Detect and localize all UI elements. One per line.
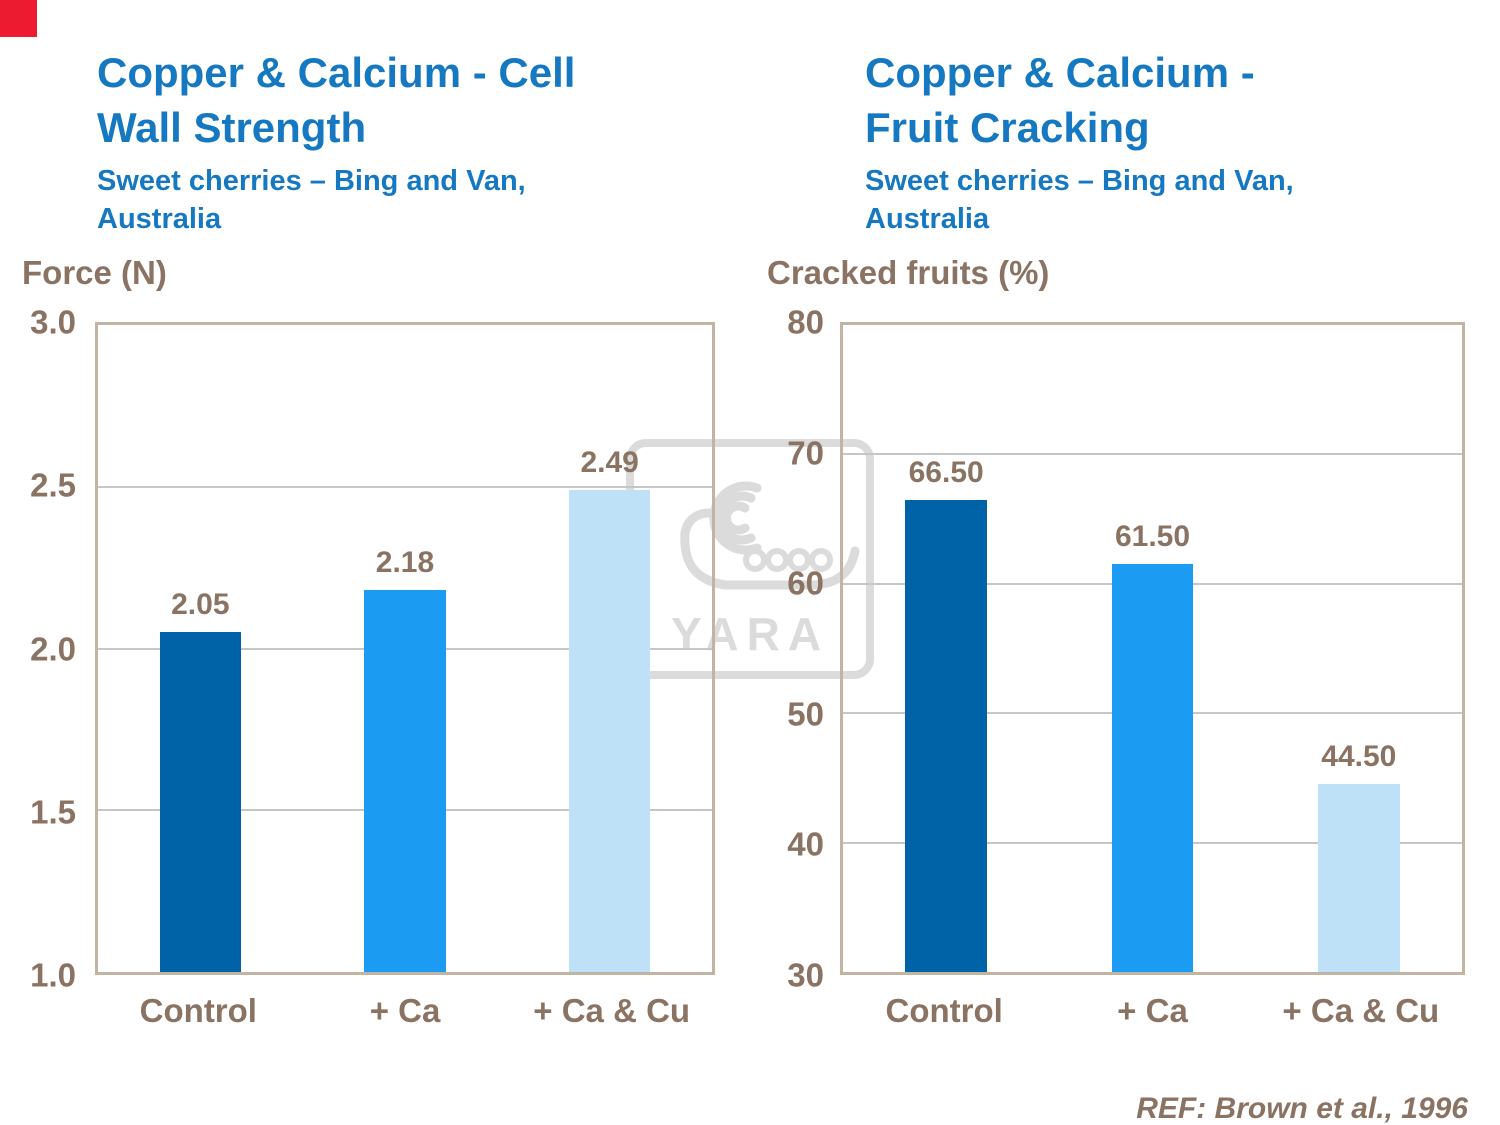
watermark-text: YARA — [671, 608, 829, 660]
viking-ship-icon — [680, 481, 860, 590]
bar-value-label: 44.50 — [1321, 740, 1397, 774]
x-axis-labels: Control + Ca + Ca & Cu — [95, 992, 715, 1030]
y-axis-ticks: 1.0 1.5 2.0 2.5 3.0 — [0, 306, 76, 992]
gridline — [843, 453, 1462, 456]
bar-value-label: 2.49 — [580, 446, 639, 479]
plot-area: 66.50 61.50 44.50 — [840, 322, 1465, 975]
y-tick-label: 1.0 — [30, 956, 76, 994]
y-tick-label: 2.0 — [30, 630, 76, 667]
chart-title-line-2: Wall Strength — [97, 103, 367, 151]
bar-ca-cu — [1317, 784, 1400, 972]
y-tick-label: 80 — [787, 303, 824, 341]
bar-ca-cu — [569, 490, 651, 972]
chart-title: Copper & Calcium - Fruit Cracking — [865, 46, 1465, 155]
y-tick-label: 50 — [787, 695, 824, 733]
y-axis-ticks: 30 40 50 60 70 80 — [736, 306, 824, 992]
bar-value-label: 2.05 — [171, 588, 230, 622]
x-tick-label: + Ca & Cu — [533, 992, 691, 1029]
y-tick-label: 30 — [787, 956, 824, 994]
y-tick-label: 3.0 — [30, 303, 76, 341]
bar-control — [159, 632, 241, 972]
gridline — [98, 485, 712, 488]
x-tick-label: + Ca & Cu — [1282, 992, 1440, 1029]
chart-subtitle-line-2: Australia — [865, 203, 990, 236]
bar-value-label: 61.50 — [1114, 520, 1191, 554]
chart-title-line-2: Fruit Cracking — [865, 103, 1150, 151]
chart-subtitle: Sweet cherries – Bing and Van, Australia — [865, 162, 1465, 239]
x-tick-label: Control — [885, 992, 1003, 1029]
chart-title: Copper & Calcium - Cell Wall Strength — [97, 46, 737, 155]
chart-subtitle-line-1: Sweet cherries – Bing and Van, — [97, 165, 526, 197]
chart-subtitle-line-1: Sweet cherries – Bing and Van, — [865, 165, 1294, 197]
y-tick-label: 60 — [787, 564, 824, 602]
chart-title-line-1: Copper & Calcium - — [865, 49, 1255, 96]
x-tick-label: Control — [139, 992, 257, 1029]
x-tick-label: + Ca — [369, 992, 441, 1029]
y-axis-title: Force (N) — [22, 254, 167, 291]
y-tick-label: 40 — [787, 825, 824, 863]
y-tick-label: 70 — [787, 434, 824, 472]
chart-subtitle-line-2: Australia — [97, 203, 222, 236]
x-axis-labels: Control + Ca + Ca & Cu — [840, 992, 1465, 1030]
y-axis-title: Cracked fruits (%) — [767, 254, 1050, 291]
bar-ca — [364, 590, 446, 972]
ref-citation: REF: Brown et al., 1996 — [1136, 1092, 1468, 1125]
brand-corner-mark — [0, 0, 37, 37]
x-tick-label: + Ca — [1117, 992, 1188, 1029]
bar-control — [905, 499, 988, 972]
chart-subtitle: Sweet cherries – Bing and Van, Australia — [97, 162, 717, 239]
shield-icons — [743, 548, 833, 572]
bar-value-label: 66.50 — [908, 455, 984, 489]
y-tick-label: 2.5 — [30, 466, 76, 504]
y-tick-label: 1.5 — [30, 793, 76, 831]
bar-value-label: 2.18 — [375, 546, 435, 580]
chart-title-line-1: Copper & Calcium - Cell — [97, 49, 576, 96]
bar-ca — [1111, 564, 1194, 972]
plot-area: 2.05 2.18 2.49 — [95, 322, 715, 975]
